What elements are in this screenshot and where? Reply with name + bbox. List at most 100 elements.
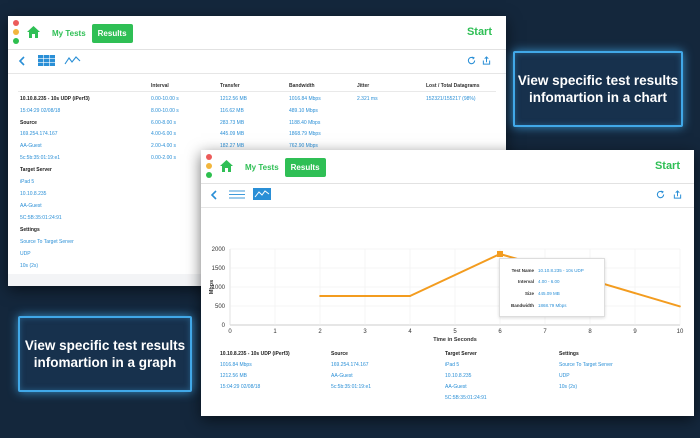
cell-interval: 4.00-6.00 s — [151, 131, 177, 137]
tooltip-test-name: 10.10.8.235 - 10s UDP — [538, 268, 584, 273]
tab-results[interactable]: Results — [284, 158, 326, 177]
summary-target-label: Target Server — [445, 351, 477, 357]
summary-target-name: iPad 5 — [445, 362, 460, 368]
cell-transfer: 116.62 MB — [220, 108, 244, 114]
summary-source-network: AA-Guest — [331, 373, 353, 379]
view-toolbar — [8, 50, 506, 74]
target-label: Target Server — [20, 167, 52, 173]
window-controls — [13, 20, 19, 47]
tooltip-bandwidth: 1868.79 Mbps — [538, 303, 567, 308]
test-name: 10.10.8.235 - 10s UDP (iPerf3) — [20, 96, 90, 102]
summary-target-network: AA-Guest — [445, 384, 467, 390]
tooltip-size-label: Size — [524, 291, 534, 296]
source-mac: 5c:5b:35:01:19:e1 — [20, 155, 61, 161]
x-tick-label: 4 — [408, 329, 412, 335]
summary-date: 15:04:29 02/08/18 — [220, 384, 261, 390]
y-tick-label: 1500 — [212, 266, 226, 272]
tooltip-size: 445.09 MB — [538, 291, 560, 296]
cell-interval: 0.00-2.00 s — [151, 155, 177, 161]
cell-transfer: 283.73 MB — [220, 120, 245, 126]
cell-lost: 152321/155217 (98%) — [426, 96, 476, 102]
x-tick-label: 10 — [677, 329, 684, 335]
y-axis-label: Mbps — [209, 280, 215, 294]
chart-panel: 0 500 1000 1500 2000 0 1 2 3 4 5 6 7 8 9 10 Time in Seco… — [201, 208, 694, 416]
table-view-icon[interactable] — [229, 190, 245, 199]
maximize-window-button[interactable] — [206, 172, 212, 178]
bandwidth-line-chart: 0 500 1000 1500 2000 0 1 2 3 4 5 6 7 8 9 10 Time in Seco… — [209, 247, 684, 343]
tooltip-interval-label: Interval — [517, 279, 534, 284]
chart-view-icon[interactable] — [253, 188, 271, 200]
x-tick-label: 1 — [273, 329, 277, 335]
share-icon[interactable] — [482, 56, 491, 65]
cell-interval: 2.00-4.00 s — [151, 143, 177, 149]
settings-label: Settings — [20, 227, 40, 233]
cell-bandwidth: 762.90 Mbps — [289, 143, 318, 149]
data-point — [679, 305, 681, 308]
minimize-window-button[interactable] — [13, 29, 19, 35]
cell-bandwidth: 1016.84 Mbps — [289, 96, 321, 102]
y-tick-label: 2000 — [212, 247, 226, 253]
home-icon[interactable] — [27, 26, 40, 38]
summary-target-ip: 10.10.8.235 — [445, 373, 472, 379]
minimize-window-button[interactable] — [206, 163, 212, 169]
graph-callout-text: View specific test results infomartion i… — [24, 338, 186, 370]
cell-transfer: 445.09 MB — [220, 131, 245, 137]
tab-my-tests[interactable]: My Tests — [52, 29, 86, 38]
x-tick-label: 6 — [498, 329, 502, 335]
setting-protocol: UDP — [20, 251, 31, 257]
cell-transfer: 1212.56 MB — [220, 96, 247, 102]
share-icon[interactable] — [673, 190, 682, 199]
summary-setting-direction: Source To Target Server — [559, 362, 613, 368]
target-name: iPad 5 — [20, 179, 35, 185]
x-tick-label: 7 — [543, 329, 547, 335]
target-mac: 5C:5B:35:01:24:91 — [20, 215, 62, 221]
refresh-icon[interactable] — [467, 56, 476, 65]
source-label: Source — [20, 120, 37, 126]
col-header-interval: Interval — [151, 83, 169, 89]
window-controls — [206, 154, 212, 181]
close-window-button[interactable] — [13, 20, 19, 26]
y-tick-label: 500 — [215, 304, 226, 310]
cell-bandwidth: 489.10 Mbps — [289, 108, 318, 114]
source-network: AA-Guest — [20, 143, 42, 149]
close-window-button[interactable] — [206, 154, 212, 160]
tab-results[interactable]: Results — [91, 24, 133, 43]
tooltip-bandwidth-label: Bandwidth — [511, 303, 534, 308]
y-tick-label: 1000 — [212, 285, 226, 291]
home-icon[interactable] — [220, 160, 233, 172]
summary-target-mac: 5C:5B:35:01:24:91 — [445, 395, 487, 401]
chart-tooltip: Test Name 10.10.8.235 - 10s UDP Interval… — [499, 258, 605, 317]
back-chevron-icon[interactable] — [210, 190, 217, 200]
cell-interval: 6.00-8.00 s — [151, 120, 177, 126]
chart-view-icon[interactable] — [64, 55, 81, 66]
cell-interval: 0.00-10.00 s — [151, 96, 179, 102]
setting-duration: 10s (2s) — [20, 263, 39, 269]
source-ip: 169.254.174.167 — [20, 131, 58, 137]
chart-callout-text: View specific test results infomartion i… — [517, 73, 679, 105]
data-point — [409, 295, 411, 297]
start-button[interactable]: Start — [654, 160, 680, 172]
maximize-window-button[interactable] — [13, 38, 19, 44]
summary-setting-duration: 10s (2s) — [559, 384, 578, 390]
highlighted-data-point — [497, 250, 503, 257]
tab-my-tests[interactable]: My Tests — [245, 163, 279, 172]
tooltip-test-name-label: Test Name — [511, 268, 534, 273]
refresh-icon[interactable] — [656, 190, 665, 199]
view-toolbar — [201, 184, 694, 208]
summary-source-label: Source — [331, 351, 348, 357]
x-tick-label: 3 — [363, 329, 367, 335]
cell-transfer: 182.27 MB — [220, 143, 245, 149]
target-network: AA-Guest — [20, 203, 42, 209]
back-chevron-icon[interactable] — [18, 56, 25, 66]
col-header-transfer: Transfer — [220, 83, 240, 89]
chart-callout: View specific test results infomartion i… — [513, 51, 683, 127]
tooltip-interval: 4.00 - 6.00 — [538, 279, 560, 284]
start-button[interactable]: Start — [466, 26, 492, 38]
table-view-icon[interactable] — [38, 55, 55, 66]
summary-source-ip: 169.254.174.167 — [331, 362, 369, 368]
summary-settings-label: Settings — [559, 351, 579, 357]
cell-jitter: 2.321 ms — [357, 96, 378, 102]
graph-callout: View specific test results infomartion i… — [18, 316, 192, 392]
x-tick-label: 9 — [633, 329, 637, 335]
results-chart-window: My Tests Results Start 0 500 1000 1500 2000 0… — [201, 150, 694, 416]
